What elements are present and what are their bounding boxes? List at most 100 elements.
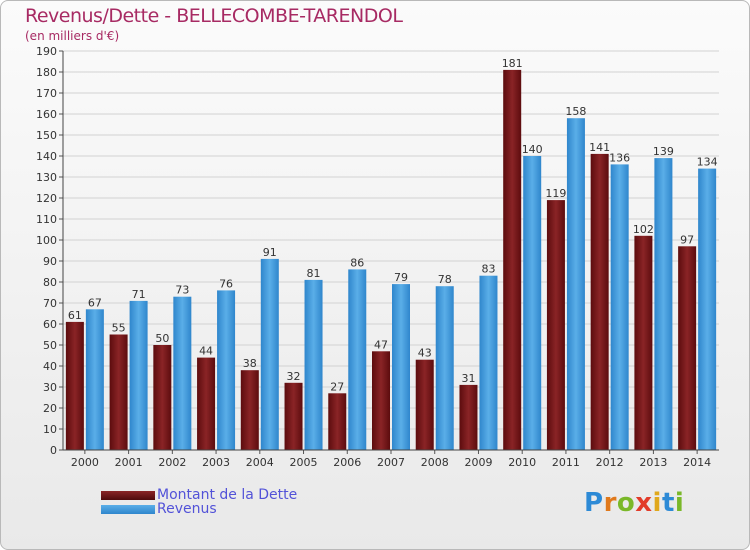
y-tick-label: 60	[43, 318, 57, 331]
bar-revenus-2002	[173, 296, 192, 450]
legend-item-dette: Montant de la Dette	[101, 487, 298, 503]
value-label-revenus-2000: 67	[88, 296, 102, 309]
value-label-revenus-2002: 73	[175, 284, 189, 297]
logo-letter: i	[674, 488, 685, 518]
bar-dette-2014	[678, 246, 697, 450]
bar-revenus-2003	[217, 290, 236, 450]
value-label-revenus-2003: 76	[219, 277, 233, 290]
value-label-revenus-2007: 79	[394, 271, 408, 284]
bar-revenus-2007	[392, 284, 410, 450]
value-label-dette-2001: 55	[112, 322, 126, 335]
x-tick-label-2012: 2012	[596, 456, 624, 469]
bar-revenus-2000	[85, 309, 104, 450]
bar-revenus-2013	[654, 158, 673, 450]
bar-revenus-2004	[260, 258, 279, 450]
value-label-dette-2007: 47	[374, 338, 388, 351]
logo-letter: o	[616, 488, 636, 518]
value-label-revenus-2013: 139	[653, 145, 674, 158]
value-label-dette-2011: 119	[545, 187, 566, 200]
value-label-revenus-2012: 136	[609, 151, 630, 164]
value-label-dette-2005: 32	[287, 370, 301, 383]
bar-dette-2011	[546, 200, 565, 450]
bar-dette-2013	[634, 235, 653, 450]
y-tick-label: 190	[36, 45, 57, 58]
bar-revenus-2009	[479, 275, 498, 450]
y-tick-label: 160	[36, 108, 57, 121]
x-tick-label-2000: 2000	[71, 456, 99, 469]
x-tick-label-2006: 2006	[333, 456, 361, 469]
bar-dette-2008	[415, 359, 434, 450]
value-label-revenus-2009: 83	[481, 263, 495, 276]
legend-swatch-revenus	[101, 504, 155, 514]
y-tick-label: 40	[43, 360, 57, 373]
bar-dette-2003	[197, 357, 216, 450]
logo-letter: P	[584, 488, 604, 518]
bar-revenus-2006	[348, 269, 367, 450]
chart-unit-label: (en milliers d'€)	[25, 29, 120, 43]
y-tick-label: 170	[36, 87, 57, 100]
x-tick-label-2009: 2009	[464, 456, 492, 469]
y-tick-label: 140	[36, 150, 57, 163]
x-tick-label-2007: 2007	[377, 456, 405, 469]
bar-dette-2006	[328, 393, 347, 450]
value-label-dette-2002: 50	[155, 332, 169, 345]
value-label-revenus-2008: 78	[438, 273, 452, 286]
value-label-revenus-2001: 71	[132, 288, 146, 301]
value-label-dette-2003: 44	[199, 345, 213, 358]
bar-revenus-2008	[435, 286, 454, 450]
value-label-revenus-2006: 86	[350, 256, 364, 269]
x-tick-label-2011: 2011	[552, 456, 580, 469]
value-label-revenus-2010: 140	[522, 143, 543, 156]
bar-dette-2002	[153, 345, 172, 450]
value-label-dette-2013: 102	[633, 223, 654, 236]
legend-item-revenus: Revenus	[101, 501, 217, 517]
x-tick-label-2003: 2003	[202, 456, 230, 469]
bar-dette-2001	[109, 334, 128, 450]
y-tick-label: 150	[36, 129, 57, 142]
proxiti-logo: Proxiti	[584, 488, 684, 518]
value-label-revenus-2005: 81	[307, 267, 321, 280]
y-tick-label: 90	[43, 255, 57, 268]
bar-revenus-2012	[610, 164, 629, 450]
bar-revenus-2010	[523, 156, 542, 450]
logo-letter: x	[635, 488, 653, 518]
y-tick-label: 120	[36, 192, 57, 205]
y-tick-label: 30	[43, 381, 57, 394]
value-label-dette-2004: 38	[243, 357, 257, 370]
x-tick-label-2004: 2004	[246, 456, 274, 469]
legend-label-revenus: Revenus	[157, 501, 217, 517]
bar-value-labels: 61 67 55 71 50 73 44 76 38 91 32 81 27 86 47 79 43 78 31 83…	[68, 57, 718, 393]
value-label-revenus-2004: 91	[263, 246, 277, 259]
bar-revenus-2005	[304, 279, 323, 450]
value-label-dette-2008: 43	[418, 347, 432, 360]
bar-revenus-2001	[129, 300, 148, 450]
axes	[62, 51, 719, 451]
value-label-dette-2009: 31	[461, 372, 475, 385]
bar-dette-2012	[590, 153, 609, 450]
logo-letter: i	[652, 488, 662, 518]
value-label-revenus-2011: 158	[565, 105, 586, 118]
y-axis-ticks: 0 10 20 30 40 50 60 70 80 90 100 110 120 130 140 150 160…	[36, 45, 63, 457]
y-tick-label: 180	[36, 66, 57, 79]
x-tick-label-2002: 2002	[158, 456, 186, 469]
x-tick-label-2013: 2013	[639, 456, 667, 469]
x-tick-label-2008: 2008	[421, 456, 449, 469]
y-tick-label: 70	[43, 297, 57, 310]
bars	[65, 69, 717, 451]
y-tick-label: 100	[36, 234, 57, 247]
y-tick-label: 130	[36, 171, 57, 184]
bar-dette-2005	[284, 382, 303, 450]
value-label-dette-2010: 181	[502, 57, 523, 70]
bar-dette-2010	[503, 69, 522, 451]
x-tick-label-2001: 2001	[115, 456, 143, 469]
x-tick-label-2014: 2014	[683, 456, 711, 469]
value-label-dette-2012: 141	[589, 141, 610, 154]
bar-dette-2000	[65, 321, 84, 450]
legend-label-dette: Montant de la Dette	[157, 487, 298, 503]
y-tick-label: 110	[36, 213, 57, 226]
x-axis-ticks: 2000 2001 2002 2003 2004 2005 2006 2007 2008 2009…	[71, 450, 711, 469]
x-tick-label-2005: 2005	[290, 456, 318, 469]
y-tick-label: 50	[43, 339, 57, 352]
